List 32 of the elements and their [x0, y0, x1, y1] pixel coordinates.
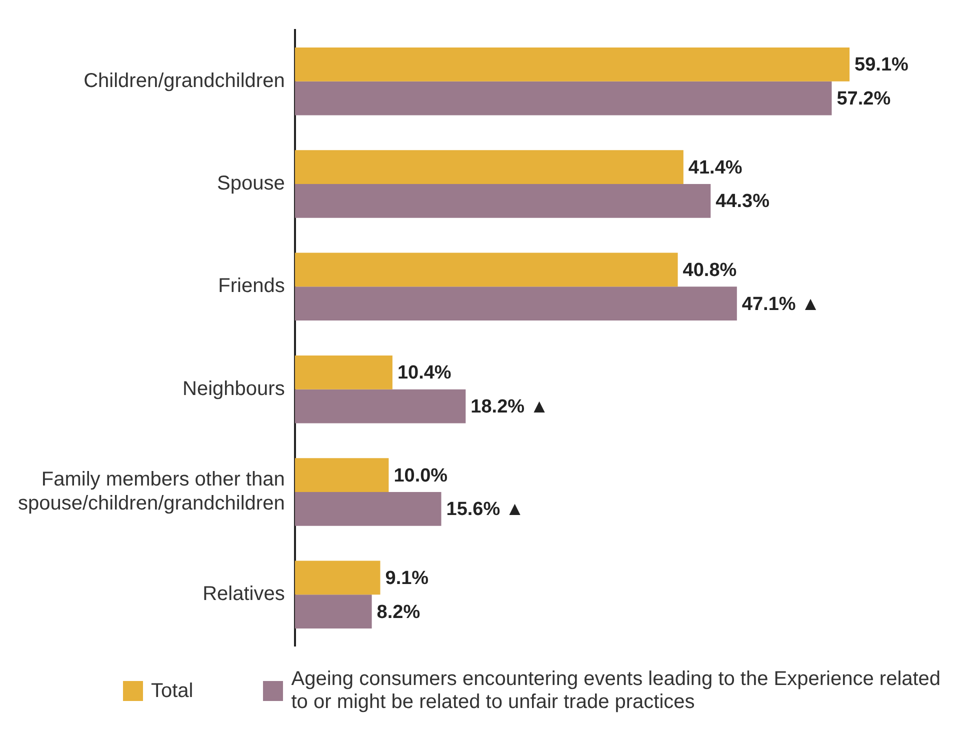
data-label: 59.1% [854, 54, 909, 76]
bar [294, 252, 678, 287]
y-tick-label: Family members other than spouse/children/grandchildren [18, 468, 285, 515]
data-label: 47.1% ▲ [742, 294, 820, 315]
bar [294, 286, 737, 321]
y-tick-label: Spouse [216, 172, 285, 195]
data-label: 57.2% [836, 88, 891, 110]
legend-label: Ageing consumers encountering events leading to the Experience related to or might be related to unfair trade practices [291, 668, 942, 714]
bar [294, 81, 832, 116]
data-label: 40.8% [682, 260, 737, 281]
data-label: 15.6% ▲ [446, 499, 524, 520]
bar [294, 594, 372, 629]
bar [294, 150, 684, 184]
y-tick-label: Neighbours [182, 378, 285, 400]
data-label: 10.0% [394, 465, 448, 486]
data-label: 8.2% [376, 602, 420, 623]
bar [294, 47, 850, 82]
legend-label: Total [151, 680, 194, 702]
bar [294, 184, 711, 218]
bar [294, 458, 389, 492]
y-tick-label: Children/grandchildren [84, 70, 285, 92]
data-label: 18.2% ▲ [470, 396, 549, 418]
data-label: 41.4% [688, 157, 742, 178]
bar [294, 560, 380, 595]
data-label: 44.3% [716, 191, 770, 212]
y-tick-label: Friends [218, 275, 285, 298]
bar [294, 492, 442, 526]
data-label: 9.1% [385, 568, 429, 589]
bar [294, 389, 466, 424]
bar [294, 355, 392, 390]
y-tick-label: Relatives [202, 583, 285, 606]
data-label: 10.4% [397, 362, 452, 384]
